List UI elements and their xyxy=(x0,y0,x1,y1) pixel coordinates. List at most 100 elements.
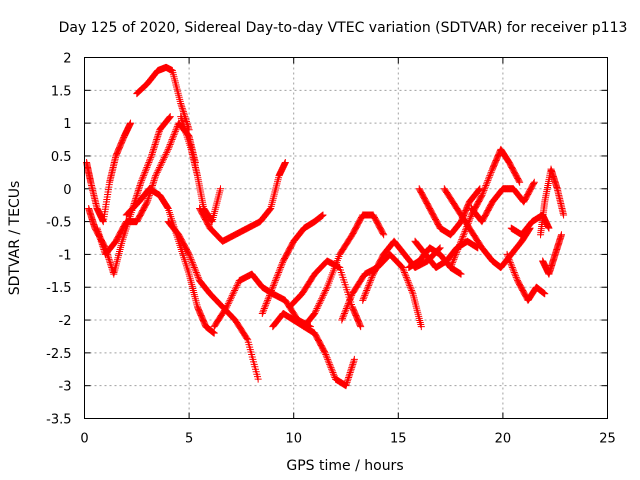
data-point xyxy=(140,172,148,180)
data-point xyxy=(330,370,338,378)
y-tick-label: 1 xyxy=(63,117,71,132)
data-point xyxy=(132,193,140,201)
data-point xyxy=(166,113,174,121)
data-point xyxy=(327,364,335,372)
data-point xyxy=(127,119,135,127)
data-point xyxy=(188,259,196,267)
data-point xyxy=(150,178,158,186)
data-point xyxy=(512,273,520,281)
data-point xyxy=(557,231,565,239)
data-point xyxy=(399,265,407,273)
data-point xyxy=(312,306,320,314)
data-point xyxy=(151,173,159,181)
data-point xyxy=(156,162,164,170)
data-point xyxy=(163,149,171,157)
data-point xyxy=(152,139,160,147)
chart-title: Day 125 of 2020, Sidereal Day-to-day VTE… xyxy=(59,20,628,36)
data-point xyxy=(133,190,141,198)
data-point xyxy=(402,273,410,281)
data-point xyxy=(340,311,348,319)
data-point xyxy=(145,193,153,201)
data-point xyxy=(274,270,282,278)
data-point xyxy=(227,295,235,303)
data-point xyxy=(361,290,369,298)
data-point xyxy=(321,288,329,296)
data-point xyxy=(149,147,157,155)
data-point xyxy=(179,108,187,116)
y-tick-label: -1.5 xyxy=(46,281,71,296)
data-point xyxy=(453,247,461,255)
data-point xyxy=(398,264,406,272)
data-point xyxy=(311,309,319,317)
data-point xyxy=(148,150,156,158)
data-point xyxy=(347,365,355,373)
data-point xyxy=(451,254,459,262)
data-point xyxy=(258,309,266,317)
data-point xyxy=(347,293,355,301)
data-point xyxy=(260,305,268,313)
data-point xyxy=(313,305,321,313)
data-point xyxy=(153,168,161,176)
data-point xyxy=(177,101,185,109)
data-point xyxy=(138,175,146,183)
data-point xyxy=(508,262,516,270)
data-point xyxy=(482,181,490,189)
data-point xyxy=(530,178,538,186)
data-point xyxy=(170,131,178,139)
data-point xyxy=(361,291,369,299)
data-point xyxy=(345,298,353,306)
data-point xyxy=(155,129,163,137)
data-point xyxy=(407,285,415,293)
data-point xyxy=(153,136,161,144)
data-point xyxy=(227,293,235,301)
data-point xyxy=(163,147,171,155)
x-tick-label: 10 xyxy=(285,432,302,447)
data-point xyxy=(447,264,455,272)
data-point xyxy=(190,264,198,272)
y-tick-label: -3.5 xyxy=(46,413,71,428)
data-point xyxy=(150,144,158,152)
data-point xyxy=(338,314,346,322)
data-point xyxy=(483,180,491,188)
data-point xyxy=(359,295,367,303)
data-point xyxy=(322,351,330,359)
data-point xyxy=(487,168,495,176)
data-point xyxy=(264,296,272,304)
data-point xyxy=(144,196,152,204)
y-tick-label: -1 xyxy=(59,248,72,263)
data-point xyxy=(328,365,336,373)
data-point xyxy=(326,362,334,370)
data-point xyxy=(325,359,333,367)
data-point xyxy=(457,270,465,278)
data-point xyxy=(194,273,202,281)
data-point xyxy=(254,375,262,383)
series-track-12 xyxy=(286,257,365,331)
data-point xyxy=(275,267,283,275)
data-point xyxy=(341,308,349,316)
data-point xyxy=(279,259,287,267)
data-point xyxy=(177,99,185,107)
data-point xyxy=(149,180,157,188)
data-point xyxy=(449,259,457,267)
data-point xyxy=(314,303,322,311)
data-point xyxy=(171,129,179,137)
data-point xyxy=(466,214,474,222)
data-point xyxy=(166,113,174,121)
data-point xyxy=(192,267,200,275)
x-axis-label: GPS time / hours xyxy=(286,458,403,474)
data-point xyxy=(223,303,231,311)
data-point xyxy=(460,229,468,237)
data-point xyxy=(226,296,234,304)
data-point xyxy=(320,348,328,356)
data-point xyxy=(106,257,114,265)
data-point xyxy=(272,275,280,283)
data-point xyxy=(99,244,107,252)
data-point xyxy=(315,301,323,309)
data-point xyxy=(243,335,251,343)
x-tick-label: 20 xyxy=(495,432,512,447)
data-point xyxy=(510,267,518,275)
data-point xyxy=(273,272,281,280)
data-point xyxy=(318,295,326,303)
data-point xyxy=(151,175,159,183)
data-point xyxy=(485,175,493,183)
